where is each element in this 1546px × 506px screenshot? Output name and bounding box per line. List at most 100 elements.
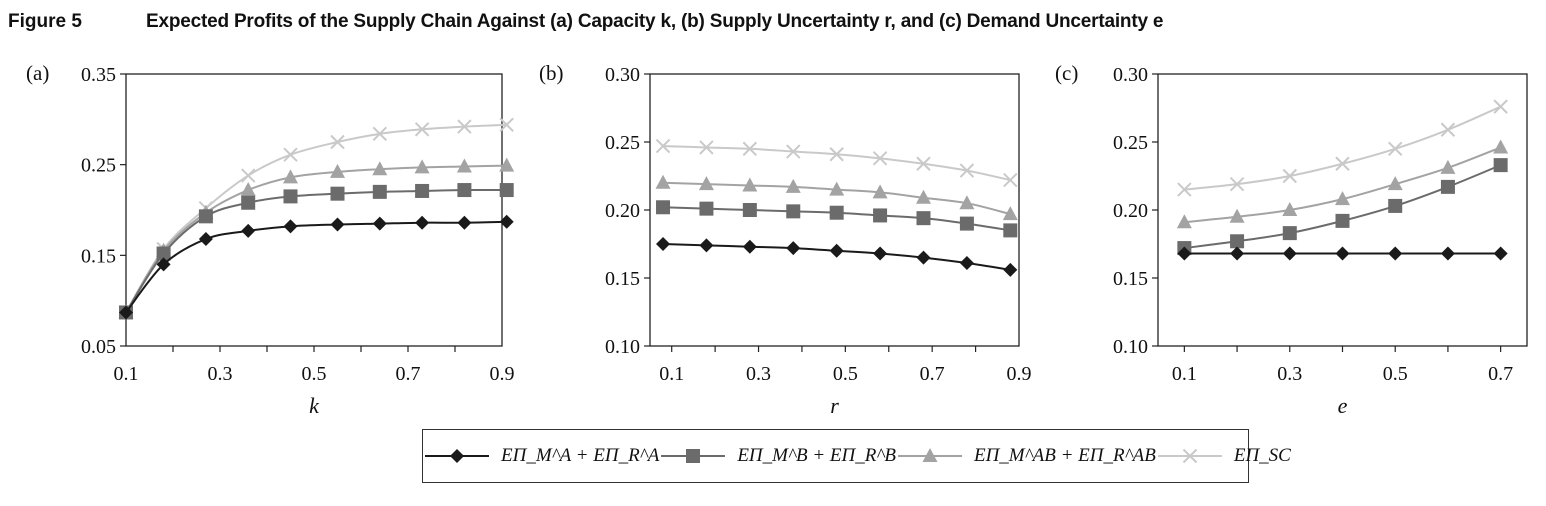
data-point: [372, 184, 387, 199]
data-point: [1176, 214, 1192, 229]
series-sc: [118, 117, 514, 320]
data-point: [786, 204, 801, 219]
series-line: [125, 188, 507, 313]
data-point: [873, 208, 888, 223]
data-point: [372, 216, 387, 231]
legend-label-a: EΠ_M^A + EΠ_R^A: [501, 445, 660, 466]
series-sc: [1177, 99, 1508, 197]
data-point: [1440, 122, 1456, 137]
x-tick-label: 0.9: [490, 363, 515, 385]
data-point: [829, 147, 844, 162]
series-ab: [1176, 139, 1509, 229]
y-tick-label: 0.25: [605, 132, 640, 154]
data-point: [959, 256, 974, 271]
data-point: [1335, 191, 1350, 206]
data-point: [699, 201, 714, 216]
data-point: [916, 211, 931, 226]
chart-panels: (a) 0.05 0.15 0.25 0.35 0.1 0.3 0.5 0.7 0.9 k (b) 0.…: [26, 61, 1528, 418]
data-point: [699, 238, 714, 253]
data-point: [1493, 99, 1508, 114]
legend-item-sc: EΠ_SC: [1156, 445, 1291, 467]
chart-legend: EΠ_M^A + EΠ_R^A EΠ_M^B + EΠ_R^B EΠ_M^AB …: [422, 429, 1291, 483]
plot-frame: [125, 73, 503, 347]
data-point: [283, 169, 298, 184]
data-point: [1230, 234, 1245, 249]
data-point: [457, 183, 472, 198]
data-point: [1002, 206, 1018, 221]
data-point: [959, 216, 974, 231]
data-point: [959, 163, 975, 178]
series-line: [125, 220, 507, 314]
data-point: [786, 241, 801, 256]
data-point: [119, 305, 133, 320]
y-tick-label: 0.20: [1113, 200, 1148, 222]
series-line: [662, 145, 1011, 182]
data-point: [457, 215, 472, 230]
series-a: [119, 214, 514, 320]
data-point: [916, 250, 931, 265]
data-point: [698, 176, 714, 191]
chart-panel-2: (b) 0.10 0.15 0.20 0.25 0.30 0.1 0.3 0.5 0.7 0.9 r: [539, 61, 1032, 418]
series-sc: [655, 138, 1018, 188]
data-point: [499, 214, 514, 229]
data-point: [1440, 159, 1456, 174]
legend-marker: [686, 449, 701, 463]
data-point: [1440, 246, 1455, 261]
x-tick-label: 0.3: [1277, 363, 1302, 385]
data-point: [1282, 202, 1298, 216]
data-point: [1493, 246, 1508, 261]
data-point: [283, 219, 298, 234]
data-point: [1388, 246, 1403, 261]
x-tick-label: 0.3: [208, 363, 233, 385]
data-point: [156, 257, 171, 272]
legend-label-b: EΠ_M^B + EΠ_R^B: [737, 445, 896, 466]
legend-marker-x-icon: [1157, 448, 1222, 464]
series-b: [656, 200, 1018, 238]
data-point: [240, 182, 256, 197]
series-a: [1177, 246, 1508, 261]
data-point: [1387, 176, 1403, 191]
data-point: [457, 119, 472, 134]
data-point: [330, 163, 345, 178]
data-point: [156, 246, 171, 261]
x-tick-label: 0.5: [833, 363, 858, 385]
data-point: [916, 156, 931, 171]
y-tick-label: 0.25: [1113, 132, 1148, 154]
x-axis-label: k: [309, 393, 320, 418]
data-point: [872, 151, 888, 166]
legend-marker-square-icon: [661, 449, 726, 463]
legend-item-b: EΠ_M^B + EΠ_R^B: [659, 445, 896, 467]
data-point: [872, 184, 888, 199]
data-point: [1493, 158, 1508, 173]
data-point: [1177, 182, 1192, 197]
legend-marker: [450, 449, 464, 463]
data-point: [198, 232, 213, 247]
series-ab: [655, 174, 1018, 221]
data-point: [1335, 156, 1350, 171]
data-point: [742, 141, 758, 157]
legend-marker-diamond-icon: [425, 449, 489, 463]
data-point: [1282, 226, 1297, 241]
x-tick-label: 0.1: [1172, 363, 1197, 385]
y-tick-label: 0.10: [605, 336, 640, 358]
data-point: [372, 126, 388, 142]
y-tick-label: 0.30: [1113, 64, 1148, 86]
data-point: [283, 147, 298, 162]
data-point: [499, 157, 515, 172]
data-point: [1230, 246, 1245, 261]
y-tick-label: 0.15: [1113, 268, 1148, 290]
data-point: [241, 223, 256, 238]
data-point: [330, 134, 345, 150]
data-point: [1003, 172, 1018, 188]
data-point: [414, 159, 430, 174]
y-tick-label: 0.05: [81, 336, 116, 358]
data-point: [829, 243, 844, 258]
data-point: [283, 189, 298, 204]
data-point: [1440, 179, 1455, 194]
x-tick-label: 0.7: [920, 363, 945, 385]
data-point: [241, 195, 256, 210]
data-point: [1003, 262, 1018, 277]
legend-label-ab: EΠ_M^AB + EΠ_R^AB: [973, 445, 1156, 466]
data-point: [785, 178, 801, 193]
data-point: [829, 181, 845, 196]
